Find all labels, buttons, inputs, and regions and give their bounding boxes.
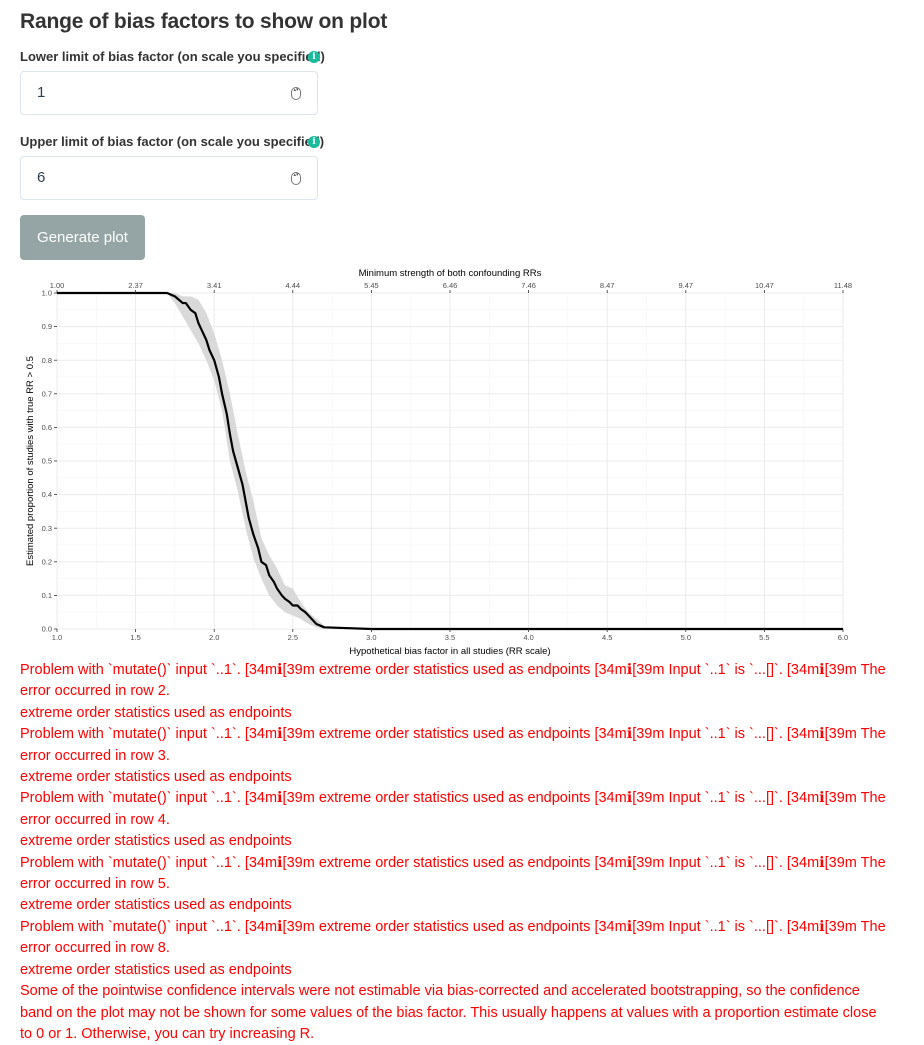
x-tick-label: 3.5 [445,633,455,642]
estimate-line [57,291,843,631]
upper-limit-input[interactable]: 6 ▴▾ [20,156,318,200]
top-tick-label: 1.00 [50,281,65,290]
top-tick-label: 10.47 [755,281,774,290]
x-tick-label: 2.5 [288,633,298,642]
y-tick-label: 0.5 [42,457,52,466]
section-title: Range of bias factors to show on plot [20,10,388,33]
y-tick-label: 0.3 [42,524,52,533]
error-message: Problem with `mutate()` input `..1`. [34… [20,790,886,828]
lower-limit-stepper-icon[interactable]: ▴▾ [291,87,301,100]
top-tick-label: 7.46 [521,281,536,290]
error-message: extreme order statistics used as endpoin… [20,769,292,786]
top-tick-label: 5.45 [364,281,379,290]
top-tick-label: 11.48 [834,281,852,290]
error-message: Problem with `mutate()` input `..1`. [34… [20,918,886,957]
x-tick-label: 6.0 [838,633,848,642]
y-tick-label: 0.2 [42,557,52,566]
y-tick-label: 0.9 [42,322,52,331]
y-tick-label: 0.4 [42,490,52,499]
x-tick-label: 1.0 [52,633,62,642]
y-tick-label: 0.7 [42,389,52,398]
top-tick-label: 8.47 [600,281,615,290]
upper-limit-stepper-icon[interactable]: ▴▾ [291,172,301,185]
top-tick-label: 6.46 [443,281,458,290]
upper-limit-label: Upper limit of bias factor (on scale you… [20,134,325,149]
x-tick-label: 4.0 [523,633,533,642]
y-tick-label: 0.8 [42,356,52,365]
error-message: extreme order statistics used as endpoin… [20,961,292,978]
x-tick-label: 2.0 [209,633,219,642]
x-tick-label: 4.5 [602,633,612,642]
x-axis-title: Hypothetical bias factor in all studies … [349,646,550,657]
lower-limit-value: 1 [37,84,46,101]
upper-limit-info-icon[interactable]: i [308,136,320,148]
top-tick-label: 2.37 [128,281,143,290]
y-tick-label: 0.6 [42,423,52,432]
x-tick-label: 1.5 [130,633,140,642]
error-message: Problem with `mutate()` input `..1`. [34… [20,726,886,764]
error-message: Some of the pointwise confidence interva… [20,983,877,1042]
x-tick-label: 5.0 [681,633,691,642]
proportion-plot: 1.0 1.5 2.0 2.5 3.0 3.5 4.0 4.5 5.0 5.5 6.0 1.00 2.3… [25,268,852,657]
lower-limit-input[interactable]: 1 ▴▾ [20,71,318,115]
y-axis-title: Estimated proportion of studies with tru… [25,356,36,566]
generate-plot-button[interactable]: Generate plot [20,215,145,260]
error-message: extreme order statistics used as endpoin… [20,897,292,914]
y-tick-label: 1.0 [42,289,52,298]
error-message: Problem with `mutate()` input `..1`. [34… [20,662,886,700]
error-message: Problem with `mutate()` input `..1`. [34… [20,854,886,893]
top-axis-title: Minimum strength of both confounding RRs [359,268,542,279]
x-tick-label: 3.0 [366,633,376,642]
lower-limit-info-icon[interactable]: i [308,51,320,63]
y-tick-label: 0.1 [42,591,52,600]
top-tick-label: 3.41 [207,281,222,290]
error-messages: Problem with `mutate()` input `..1`. [34… [20,660,890,1045]
top-tick-label: 4.44 [285,281,300,290]
error-message: extreme order statistics used as endpoin… [20,833,292,850]
x-tick-label: 5.5 [759,633,769,642]
y-tick-label: 0.0 [42,625,52,634]
upper-limit-value: 6 [37,169,46,186]
lower-limit-label: Lower limit of bias factor (on scale you… [20,49,325,64]
error-message: extreme order statistics used as endpoin… [20,704,292,721]
top-tick-label: 9.47 [678,281,693,290]
